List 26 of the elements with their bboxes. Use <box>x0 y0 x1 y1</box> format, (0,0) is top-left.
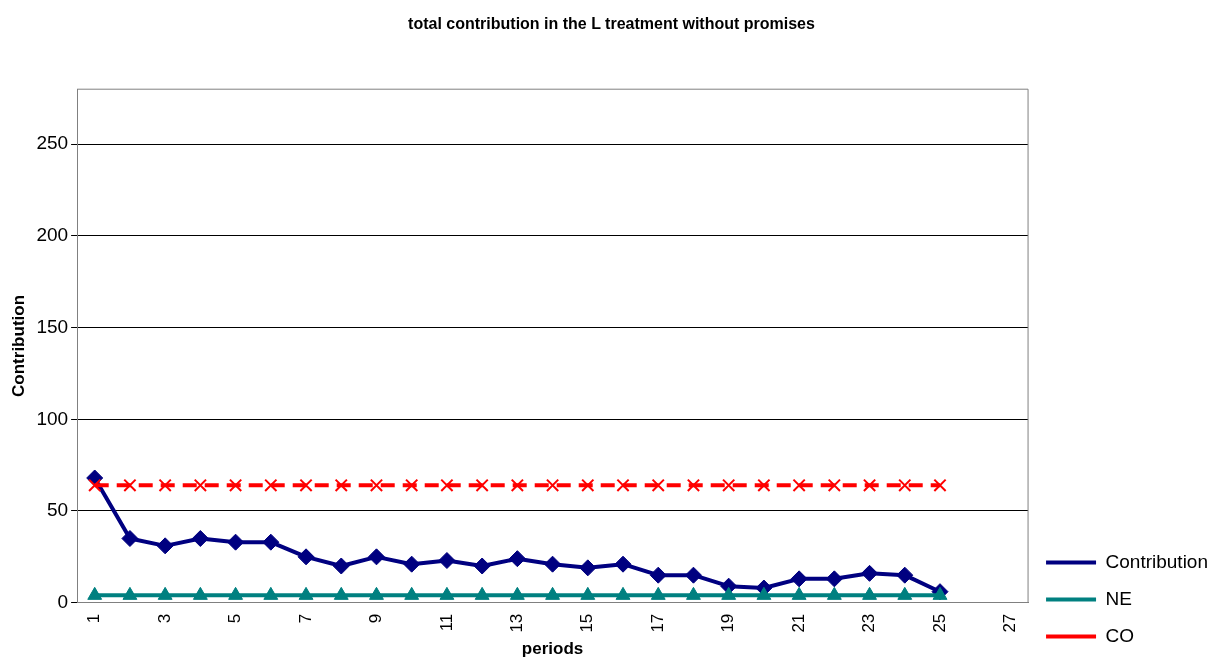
x-tick-label: 19 <box>718 613 738 633</box>
chart-title: total contribution in the L treatment without promises <box>408 15 816 33</box>
x-tick-label: 11 <box>436 613 456 632</box>
x-tick-label: 13 <box>507 613 527 633</box>
y-tick-label: 200 <box>36 224 69 246</box>
x-tick-label: 17 <box>647 613 667 633</box>
y-tick-label: 250 <box>36 132 69 154</box>
x-tick-label: 5 <box>225 613 245 624</box>
y-tick-label: 0 <box>57 590 69 612</box>
x-tick-label: 1 <box>84 613 104 624</box>
x-tick-label: 3 <box>154 613 174 624</box>
legend-label: NE <box>1105 587 1132 609</box>
x-axis-title: periods <box>521 639 584 659</box>
x-tick-label: 15 <box>577 613 597 633</box>
legend-label: CO <box>1105 624 1135 646</box>
x-tick-label: 7 <box>295 613 315 624</box>
x-tick-label: 27 <box>1000 613 1020 633</box>
y-tick-label: 150 <box>36 315 69 337</box>
x-tick-label: 25 <box>929 613 949 633</box>
y-tick-label: 100 <box>36 407 69 429</box>
y-axis-title: Contribution <box>8 294 28 397</box>
x-tick-label: 9 <box>366 613 386 624</box>
y-tick-label: 50 <box>46 499 69 521</box>
x-tick-label: 21 <box>788 613 808 633</box>
legend-label: Contribution <box>1105 550 1208 572</box>
x-tick-label: 23 <box>859 613 879 633</box>
